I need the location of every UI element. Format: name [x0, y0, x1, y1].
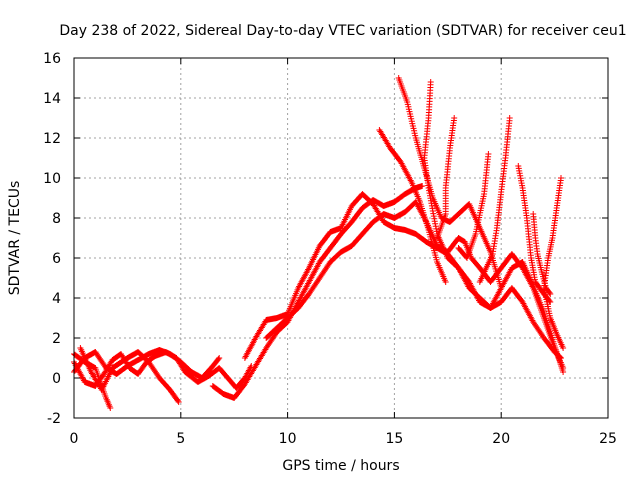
series-track-6 — [241, 191, 564, 361]
data-point-markers — [540, 175, 567, 351]
y-tick-label: 6 — [52, 251, 61, 267]
y-tick-label: 4 — [52, 291, 61, 307]
data-point-markers — [434, 115, 458, 241]
y-tick-label: 8 — [52, 211, 61, 227]
plot-frame — [73, 57, 609, 419]
series-track-3 — [77, 345, 182, 405]
series-track-11 — [434, 115, 458, 241]
data-point-markers — [209, 183, 426, 401]
series-track-12 — [455, 151, 492, 261]
series-track-5 — [209, 183, 426, 401]
x-tick-label: 10 — [279, 431, 297, 447]
chart-title: Day 238 of 2022, Sidereal Day-to-day VTE… — [59, 23, 626, 39]
x-axis-label: GPS time / hours — [282, 458, 399, 474]
data-point-markers — [241, 191, 564, 361]
series-track-16 — [540, 175, 567, 351]
data-point-markers — [77, 345, 182, 405]
y-tick-label: 0 — [52, 371, 61, 387]
tick-labels: 0 5 10 15 20 25 -2 0 2 4 6 8 10 12 14 16 — [43, 51, 617, 447]
data-point-markers — [455, 151, 492, 261]
data-points — [71, 75, 567, 411]
x-tick-label: 25 — [599, 431, 617, 447]
data-point-markers — [515, 163, 554, 305]
data-point-markers — [421, 79, 505, 311]
series-track-8 — [376, 127, 449, 285]
x-tick-label: 0 — [70, 431, 79, 447]
x-tick-label: 20 — [492, 431, 510, 447]
series-track-13 — [476, 115, 513, 285]
y-tick-label: 10 — [43, 171, 61, 187]
data-point-markers — [476, 115, 513, 285]
y-tick-label: 16 — [43, 51, 61, 67]
x-tick-label: 5 — [176, 431, 185, 447]
y-axis-label: SDTVAR / TECUs — [7, 181, 23, 296]
series-track-14 — [515, 163, 554, 305]
data-point-markers — [376, 127, 449, 285]
grid-lines — [74, 58, 608, 418]
x-tick-label: 15 — [385, 431, 403, 447]
y-tick-label: 12 — [43, 131, 61, 147]
y-tick-label: 14 — [43, 91, 61, 107]
y-tick-label: -2 — [47, 411, 61, 427]
y-tick-label: 2 — [52, 331, 61, 347]
series-track-10 — [421, 79, 505, 311]
